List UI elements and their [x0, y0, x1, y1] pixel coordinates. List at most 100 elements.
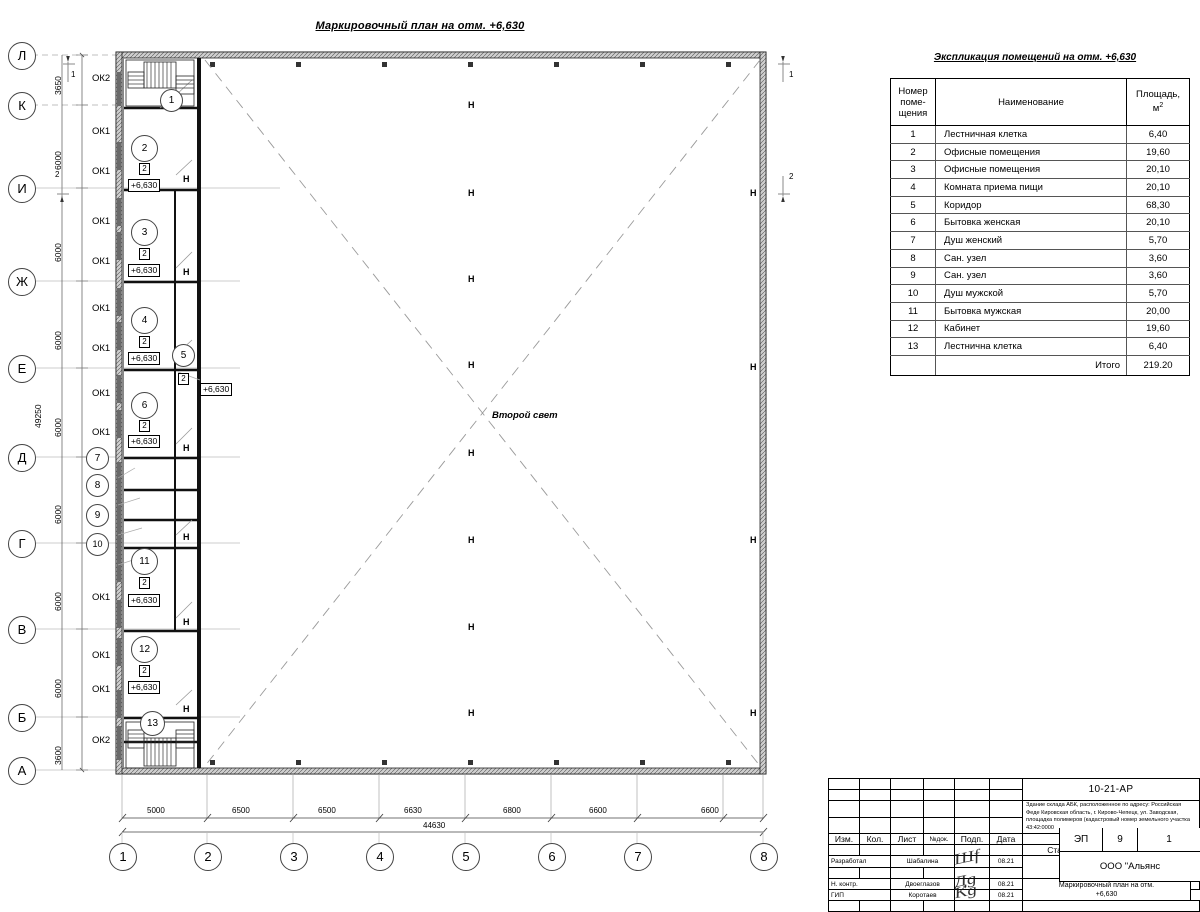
grid-bubble-letter: И	[8, 175, 36, 203]
grid-bubble-number: 1	[109, 843, 137, 871]
rev-cell	[828, 844, 860, 856]
stage-value: ЭП	[1060, 828, 1103, 851]
column-header-number: Номер поме- щения	[890, 78, 936, 126]
cell-room-area: 3,60	[1126, 248, 1190, 268]
elevation-tag: +6,630	[128, 264, 161, 277]
overall-horizontal-dimension: 44630	[423, 821, 446, 830]
window-label: ОК1	[92, 166, 111, 177]
header-unit: м2	[1127, 100, 1189, 114]
table-row: 8 Сан. узел 3,60	[890, 248, 1190, 268]
window-label: ОК1	[92, 303, 111, 314]
dimension-label: 6600	[701, 806, 719, 815]
header-list: Лист	[890, 833, 924, 845]
grid-bubble-letter: А	[8, 757, 36, 785]
rev-cell	[989, 866, 1023, 879]
dimension-label: 6630	[404, 806, 422, 815]
svg-text:Н: Н	[750, 708, 757, 718]
date-gip: 08.21	[989, 889, 1023, 901]
cell-room-number: 1	[890, 125, 936, 144]
rev-cell	[989, 778, 1023, 790]
cell-room-name: Офисные помещения	[935, 160, 1127, 180]
cell-room-name: Офисные помещения	[935, 142, 1127, 162]
explication-table: Номер поме- щения Наименование Площадь, …	[890, 78, 1190, 376]
rev-cell	[859, 778, 891, 790]
rev-cell	[923, 844, 955, 856]
svg-text:Н: Н	[183, 704, 190, 714]
rev-cell	[989, 800, 1023, 818]
date-normcontrol: 08.21	[989, 878, 1023, 890]
table-header-row: Номер поме- щения Наименование Площадь, …	[890, 78, 1190, 126]
cell-room-name: Лестнична клетка	[935, 337, 1127, 356]
dimension-label: 6000	[53, 679, 63, 698]
grid-bubble-letter: Л	[8, 42, 36, 70]
grid-bubble-number: 2	[194, 843, 222, 871]
total-value: 219.20	[1126, 354, 1190, 376]
rev-cell	[954, 800, 990, 818]
svg-text:Н: Н	[468, 708, 475, 718]
table-row: 3 Офисные помещения 20,10	[890, 160, 1190, 180]
rev-cell	[954, 778, 990, 790]
svg-text:Н: Н	[468, 100, 475, 110]
sheet-value: 9	[1103, 828, 1138, 851]
rev-cell	[859, 866, 891, 879]
title-block-row: Здание склада АБК, расположенное по адре…	[828, 800, 1200, 834]
column-header-area: Площадь, м2	[1126, 78, 1190, 126]
room-bubble: 1	[160, 89, 183, 112]
rev-cell	[828, 866, 860, 879]
rev-cell	[989, 900, 1023, 912]
room-bubble: 9	[86, 504, 109, 527]
table-total-row: Итого 219.20	[890, 354, 1190, 376]
rev-cell	[954, 844, 990, 856]
room-bubble: 2	[131, 135, 158, 162]
rev-cell	[828, 816, 860, 834]
section-mark-label: 2	[55, 170, 60, 179]
svg-text:Н: Н	[468, 448, 475, 458]
finish-tag: 2	[139, 577, 150, 589]
explication-title: Экспликация помещений на отм. +6,630	[933, 52, 1137, 63]
dimension-label: 6800	[503, 806, 521, 815]
cell-room-number: 6	[890, 213, 936, 233]
rev-cell	[859, 789, 891, 801]
total-empty-cell	[890, 354, 936, 376]
cell-room-number: 8	[890, 248, 936, 268]
finish-tag: 2	[139, 163, 150, 175]
elevation-tag: +6,630	[128, 352, 161, 365]
grid-bubble-letter: Е	[8, 355, 36, 383]
elevation-tag: +6,630	[128, 681, 161, 694]
role-gip: ГИП	[828, 889, 891, 901]
name-developer: Шабалина	[890, 855, 955, 868]
sheet-name-line1: Маркировочный план на отм.	[1058, 881, 1155, 889]
dimension-label: 6000	[53, 151, 63, 170]
table-row: 5 Коридор 68,30	[890, 195, 1190, 215]
room-bubble: 3	[131, 219, 158, 246]
signature-normcontrol: Дg	[953, 871, 990, 891]
drawing-code: 10-21-АР	[1022, 778, 1200, 801]
cell-room-area: 6,40	[1126, 337, 1190, 356]
grid-bubble-letter: Г	[8, 530, 36, 558]
dimension-label: 6600	[589, 806, 607, 815]
room-bubble: 5	[172, 344, 195, 367]
elevation-tag: +6,630	[128, 179, 161, 192]
rev-cell	[923, 816, 955, 834]
cell-room-name: Комната приема пищи	[935, 178, 1127, 197]
table-row: 1 Лестничная клетка 6,40	[890, 125, 1190, 144]
table-row: 13 Лестнична клетка 6,40	[890, 337, 1190, 356]
section-mark-label: 1	[71, 70, 76, 79]
rev-cell	[828, 800, 860, 818]
header-line: Площадь,	[1136, 89, 1180, 101]
rev-cell	[828, 778, 860, 790]
role-developer: Разработал	[828, 855, 891, 868]
cell-room-name: Коридор	[935, 195, 1127, 215]
header-podp: Подп.	[954, 833, 990, 845]
table-row: 7 Душ женский 5,70	[890, 231, 1190, 250]
cell-room-number: 3	[890, 160, 936, 180]
room-bubble: 13	[140, 711, 165, 736]
cell-room-number: 12	[890, 319, 936, 339]
stage-values-row: ЭП 9 1	[1059, 828, 1200, 852]
rev-cell	[923, 900, 955, 912]
grid-bubble-number: 4	[366, 843, 394, 871]
cell-room-name: Кабинет	[935, 319, 1127, 339]
window-label: ОК1	[92, 427, 111, 438]
cell-room-area: 19,60	[1126, 319, 1190, 339]
rev-cell	[923, 866, 955, 879]
